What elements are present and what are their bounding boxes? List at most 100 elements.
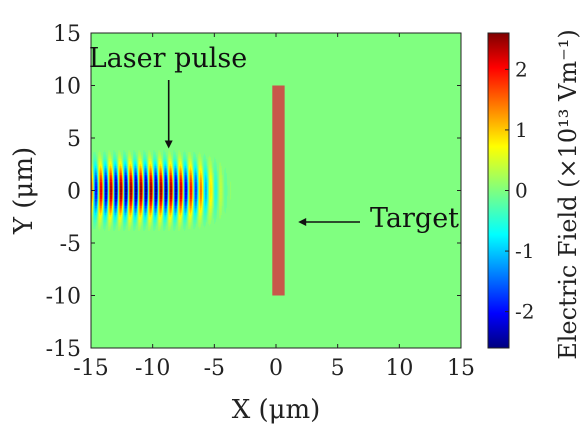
- pulse-cell: [111, 213, 113, 216]
- pulse-cell: [162, 197, 164, 200]
- pulse-cell: [125, 199, 127, 202]
- pulse-cell: [103, 176, 105, 179]
- pulse-cell: [177, 215, 179, 217]
- pulse-cell: [109, 162, 111, 165]
- pulse-cell: [145, 213, 147, 216]
- pulse-cell: [166, 166, 168, 168]
- pulse-cell: [198, 160, 200, 163]
- pulse-cell: [126, 176, 128, 179]
- pulse-cell: [177, 188, 179, 191]
- pulse-cell: [92, 206, 94, 209]
- pulse-cell: [119, 178, 121, 181]
- pulse-cell: [151, 181, 153, 184]
- pulse-cell: [149, 218, 151, 221]
- pulse-cell: [113, 218, 115, 221]
- pulse-cell: [124, 155, 126, 158]
- pulse-cell: [153, 197, 155, 200]
- pulse-cell: [140, 187, 142, 189]
- pulse-cell: [149, 176, 151, 179]
- pulse-cell: [132, 209, 134, 212]
- pulse-cell: [169, 202, 171, 205]
- pulse-cell: [179, 209, 181, 212]
- pulse-cell: [131, 178, 133, 181]
- pulse-cell: [120, 155, 122, 158]
- pulse-cell: [115, 187, 117, 189]
- pulse-cell: [180, 187, 182, 189]
- pulse-cell: [164, 173, 166, 175]
- pulse-cell: [99, 222, 101, 224]
- pulse-cell: [194, 218, 196, 221]
- pulse-cell: [123, 171, 125, 174]
- pulse-cell: [133, 174, 135, 177]
- pulse-cell: [180, 176, 182, 179]
- pulse-cell: [134, 195, 136, 198]
- pulse-cell: [153, 220, 155, 223]
- pulse-cell: [217, 192, 219, 195]
- pulse-cell: [109, 202, 111, 205]
- pulse-cell: [96, 181, 98, 184]
- pulse-cell: [198, 176, 200, 179]
- pulse-cell: [128, 167, 130, 170]
- pulse-cell: [118, 178, 120, 181]
- pulse-cell: [167, 211, 169, 214]
- pulse-cell: [149, 222, 151, 224]
- pulse-cell: [104, 153, 106, 156]
- pulse-cell: [190, 185, 192, 188]
- pulse-cell: [164, 160, 166, 163]
- pulse-cell: [114, 157, 116, 160]
- pulse-cell: [181, 211, 183, 214]
- pulse-cell: [111, 169, 113, 172]
- pulse-cell: [127, 167, 129, 170]
- pulse-cell: [96, 206, 98, 209]
- pulse-cell: [221, 197, 223, 200]
- pulse-cell: [156, 195, 158, 198]
- pulse-cell: [155, 173, 157, 175]
- pulse-cell: [153, 167, 155, 170]
- pulse-cell: [209, 157, 211, 160]
- pulse-cell: [155, 152, 157, 154]
- pulse-cell: [123, 216, 125, 219]
- pulse-cell: [156, 181, 158, 184]
- pulse-cell: [205, 197, 207, 200]
- pulse-cell: [95, 222, 97, 224]
- pulse-cell: [124, 201, 126, 203]
- pulse-cell: [180, 180, 182, 182]
- pulse-cell: [149, 192, 151, 195]
- pulse-cell: [147, 171, 149, 174]
- pulse-cell: [197, 201, 199, 203]
- pulse-cell: [170, 174, 172, 177]
- pulse-cell: [198, 209, 200, 212]
- pulse-cell: [113, 162, 115, 165]
- pulse-cell: [211, 215, 213, 217]
- pulse-cell: [135, 227, 137, 230]
- pulse-cell: [93, 153, 95, 156]
- pulse-cell: [123, 211, 125, 214]
- pulse-cell: [141, 201, 143, 203]
- pulse-cell: [99, 166, 101, 168]
- pulse-cell: [160, 199, 162, 202]
- pulse-cell: [97, 199, 99, 202]
- pulse-cell: [171, 195, 173, 198]
- pulse-cell: [111, 194, 113, 196]
- pulse-cell: [220, 215, 222, 217]
- pulse-cell: [95, 208, 97, 210]
- pulse-cell: [107, 174, 109, 177]
- pulse-cell: [136, 164, 138, 167]
- pulse-cell: [196, 206, 198, 209]
- pulse-cell: [185, 195, 187, 198]
- pulse-cell: [109, 225, 111, 228]
- pulse-cell: [194, 173, 196, 175]
- pulse-cell: [208, 174, 210, 177]
- pulse-cell: [204, 216, 206, 219]
- pulse-cell: [132, 164, 134, 167]
- pulse-cell: [98, 164, 100, 167]
- pulse-cell: [169, 208, 171, 210]
- pulse-cell: [95, 164, 97, 167]
- pulse-cell: [93, 199, 95, 202]
- pulse-cell: [171, 211, 173, 214]
- pulse-cell: [191, 174, 193, 177]
- pulse-cell: [197, 164, 199, 167]
- pulse-cell: [149, 173, 151, 175]
- pulse-cell: [202, 167, 204, 170]
- pulse-cell: [174, 174, 176, 177]
